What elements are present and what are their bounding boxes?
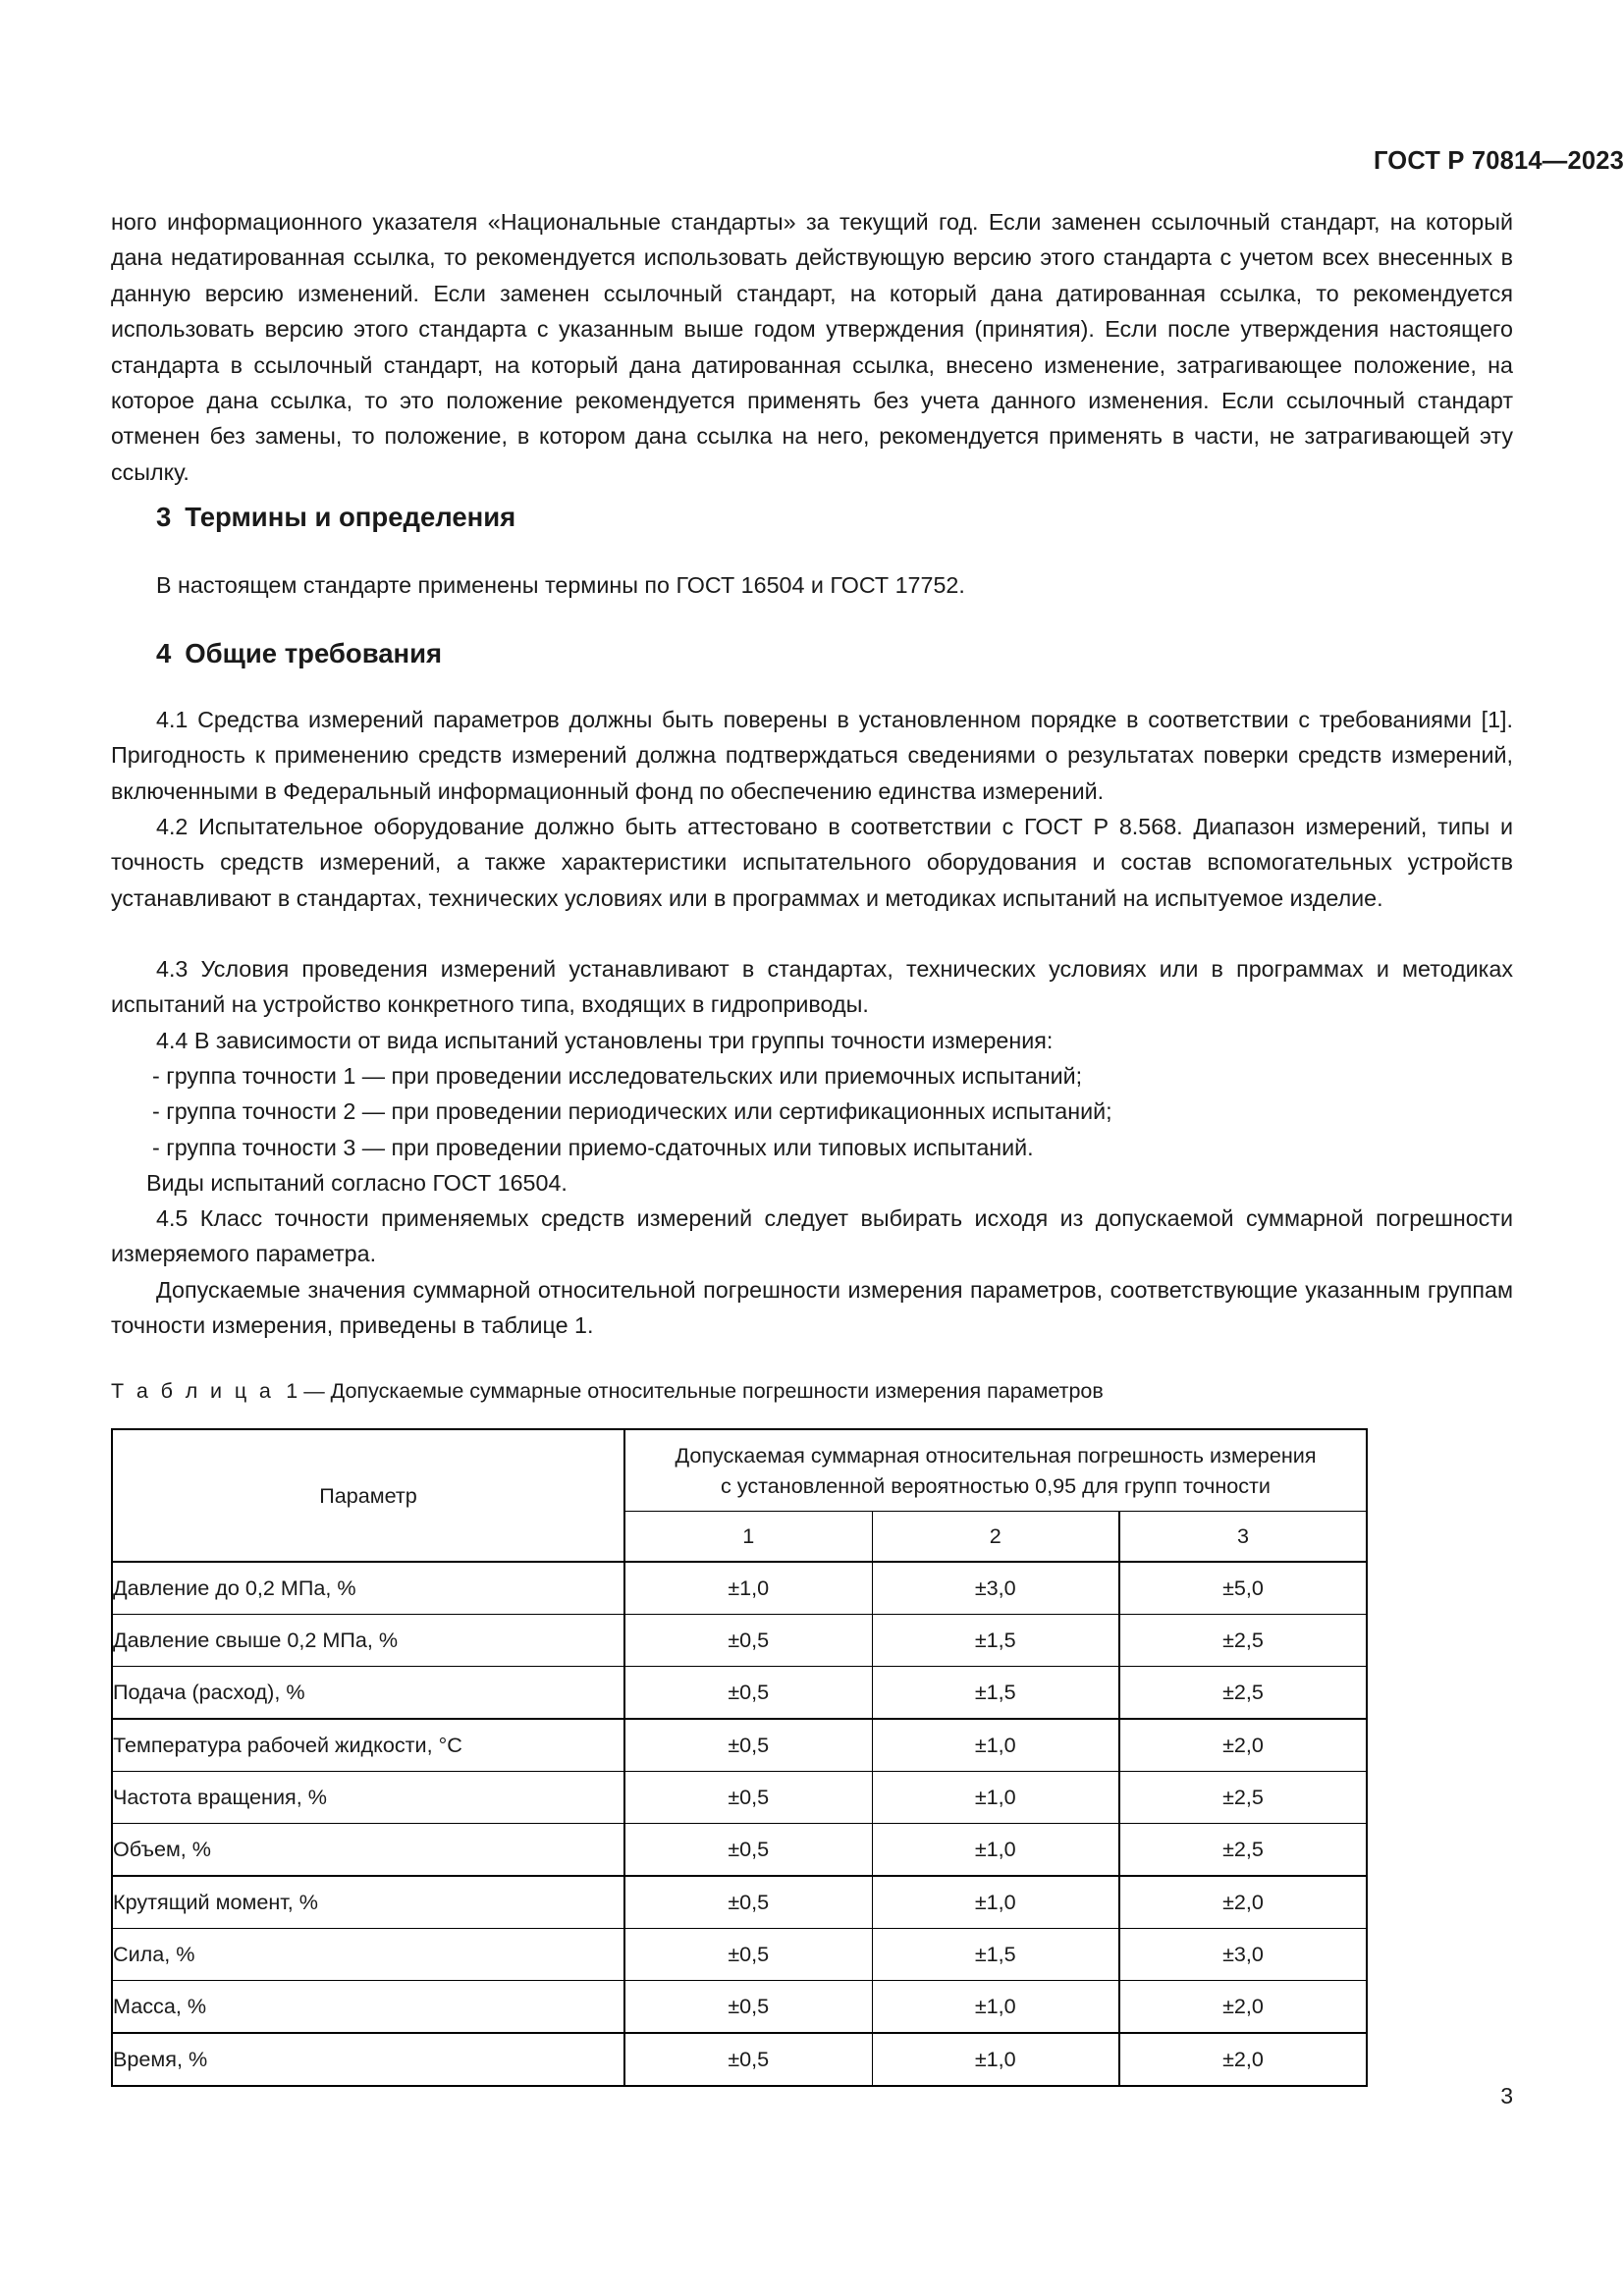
clause-4-1: 4.1 Средства измерений параметров должны…	[111, 707, 1513, 804]
running-header-standard-id: ГОСТ Р 70814—2023	[1373, 147, 1624, 175]
column-header-group-line2: с установленной вероятностью 0,95 для гр…	[720, 1473, 1271, 1498]
cell-parameter: Частота вращения, %	[111, 1771, 625, 1824]
heading-section-3-title: Термины и определения	[185, 502, 516, 532]
clause-4-3-block: 4.3 Условия проведения измерений устанав…	[111, 951, 1513, 1023]
heading-section-3: 3 Термины и определения	[156, 502, 515, 533]
cell-group-2: ±1,0	[871, 1771, 1120, 1824]
cell-group-1: ±1,0	[623, 1561, 873, 1615]
cell-group-3: ±3,0	[1118, 1928, 1368, 1981]
clause-4-4-block: 4.4 В зависимости от вида испытаний уста…	[111, 1023, 1513, 1058]
table-row: Время, % ±0,5 ±1,0 ±2,0	[111, 2032, 1368, 2087]
cell-parameter: Крутящий момент, %	[111, 1875, 625, 1929]
cell-group-2: ±1,5	[871, 1928, 1120, 1981]
cell-group-1: ±0,5	[623, 1823, 873, 1877]
table-caption-label: Т а б л и ц а	[111, 1379, 275, 1403]
accuracy-table: Параметр Допускаемая суммарная относител…	[111, 1428, 1368, 2087]
list-item: - группа точности 3 — при проведении при…	[152, 1134, 1034, 1160]
cell-parameter: Давление до 0,2 МПа, %	[111, 1561, 625, 1615]
table-row: Сила, % ±0,5 ±1,5 ±3,0	[111, 1928, 1368, 1981]
cell-parameter: Сила, %	[111, 1928, 625, 1981]
column-header-parameter: Параметр	[111, 1428, 625, 1563]
clause-4-4: 4.4 В зависимости от вида испытаний уста…	[156, 1028, 1054, 1053]
list-item: - группа точности 2 — при проведении пер…	[152, 1098, 1112, 1125]
table-head: Параметр Допускаемая суммарная относител…	[111, 1428, 1368, 1563]
column-header-group-3: 3	[1118, 1511, 1368, 1563]
clause-4-2-block: 4.2 Испытательное оборудование должно бы…	[111, 809, 1513, 916]
table-body: Давление до 0,2 МПа, % ±1,0 ±3,0 ±5,0 Да…	[111, 1561, 1368, 2087]
cell-parameter: Давление свыше 0,2 МПа, %	[111, 1614, 625, 1667]
table-row: Крутящий момент, % ±0,5 ±1,0 ±2,0	[111, 1875, 1368, 1929]
column-header-group-line1: Допускаемая суммарная относительная погр…	[675, 1443, 1317, 1468]
section-3-paragraph: В настоящем стандарте применены термины …	[156, 572, 965, 598]
clause-4-2: 4.2 Испытательное оборудование должно бы…	[111, 814, 1513, 911]
page-number: 3	[1500, 2083, 1513, 2109]
cell-parameter: Подача (расход), %	[111, 1666, 625, 1720]
accuracy-group-list: - группа точности 1 — при проведении исс…	[146, 1058, 1513, 1201]
intro-paragraph-block: ного информационного указателя «Национал…	[111, 204, 1513, 490]
cell-group-3: ±2,0	[1118, 1875, 1368, 1929]
table-header-row-1: Параметр Допускаемая суммарная относител…	[111, 1428, 1368, 1563]
cell-group-3: ±5,0	[1118, 1561, 1368, 1615]
table-header-row-2: 1 2 3	[112, 1511, 1368, 1563]
tests-note: Виды испытаний согласно ГОСТ 16504.	[146, 1170, 568, 1197]
heading-section-4: 4 Общие требования	[156, 638, 442, 669]
table-caption-dash: —	[303, 1379, 325, 1403]
cell-group-1: ±0,5	[623, 1666, 873, 1720]
accuracy-table-wrapper: Параметр Допускаемая суммарная относител…	[111, 1428, 1368, 2087]
table-row: Масса, % ±0,5 ±1,0 ±2,0	[111, 1980, 1368, 2034]
table-row: Частота вращения, % ±0,5 ±1,0 ±2,5	[111, 1771, 1368, 1824]
column-header-group-1: 1	[624, 1511, 873, 1563]
list-item: - группа точности 1 — при проведении исс…	[152, 1063, 1083, 1089]
cell-group-3: ±2,5	[1118, 1666, 1368, 1720]
heading-section-4-title: Общие требования	[185, 638, 443, 668]
table-row: Температура рабочей жидкости, °C ±0,5 ±1…	[111, 1718, 1368, 1772]
clause-4-3: 4.3 Условия проведения измерений устанав…	[111, 956, 1513, 1018]
table-caption-number: 1	[286, 1379, 298, 1403]
cell-group-2: ±1,0	[871, 2032, 1120, 2087]
intro-paragraph: ного информационного указателя «Национал…	[111, 209, 1513, 485]
cell-group-2: ±1,0	[871, 1875, 1120, 1929]
heading-section-3-number: 3	[156, 502, 172, 532]
column-header-group-2: 2	[871, 1511, 1120, 1563]
clause-4-5-block: 4.5 Класс точности применяемых средств и…	[111, 1201, 1513, 1272]
cell-group-2: ±1,5	[871, 1666, 1120, 1720]
table-row: Давление свыше 0,2 МПа, % ±0,5 ±1,5 ±2,5	[111, 1614, 1368, 1667]
cell-group-1: ±0,5	[623, 1875, 873, 1929]
cell-group-2: ±1,0	[871, 1718, 1120, 1772]
cell-parameter: Время, %	[111, 2032, 625, 2087]
table-caption-text: Допускаемые суммарные относительные погр…	[330, 1379, 1104, 1403]
table-caption: Т а б л и ц а 1 — Допускаемые суммарные …	[111, 1379, 1104, 1404]
cell-parameter: Масса, %	[111, 1980, 625, 2034]
heading-section-4-number: 4	[156, 638, 172, 668]
table-row: Объем, % ±0,5 ±1,0 ±2,5	[111, 1823, 1368, 1877]
cell-group-3: ±2,5	[1118, 1771, 1368, 1824]
cell-group-2: ±1,0	[871, 1823, 1120, 1877]
cell-group-2: ±3,0	[871, 1561, 1120, 1615]
cell-group-3: ±2,5	[1118, 1823, 1368, 1877]
table-row: Подача (расход), % ±0,5 ±1,5 ±2,5	[111, 1666, 1368, 1720]
cell-group-1: ±0,5	[623, 1718, 873, 1772]
clause-4-1-block: 4.1 Средства измерений параметров должны…	[111, 702, 1513, 809]
column-header-group-accuracy: Допускаемая суммарная относительная погр…	[623, 1428, 1368, 1512]
cell-parameter: Объем, %	[111, 1823, 625, 1877]
clause-tail-block: Допускаемые значения суммарной относител…	[111, 1272, 1513, 1344]
clause-tail: Допускаемые значения суммарной относител…	[111, 1277, 1513, 1339]
cell-group-1: ±0,5	[623, 1614, 873, 1667]
cell-group-2: ±1,5	[871, 1614, 1120, 1667]
cell-group-3: ±2,0	[1118, 1980, 1368, 2034]
clause-4-5: 4.5 Класс точности применяемых средств и…	[111, 1205, 1513, 1267]
cell-group-1: ±0,5	[623, 1771, 873, 1824]
cell-group-1: ±0,5	[623, 1928, 873, 1981]
cell-group-3: ±2,5	[1118, 1614, 1368, 1667]
cell-group-3: ±2,0	[1118, 1718, 1368, 1772]
cell-group-1: ±0,5	[623, 2032, 873, 2087]
cell-parameter: Температура рабочей жидкости, °C	[111, 1718, 625, 1772]
cell-group-1: ±0,5	[623, 1980, 873, 2034]
cell-group-2: ±1,0	[871, 1980, 1120, 2034]
cell-group-3: ±2,0	[1118, 2032, 1368, 2087]
table-row: Давление до 0,2 МПа, % ±1,0 ±3,0 ±5,0	[111, 1561, 1368, 1615]
section-3-paragraph-block: В настоящем стандарте применены термины …	[111, 567, 1513, 603]
